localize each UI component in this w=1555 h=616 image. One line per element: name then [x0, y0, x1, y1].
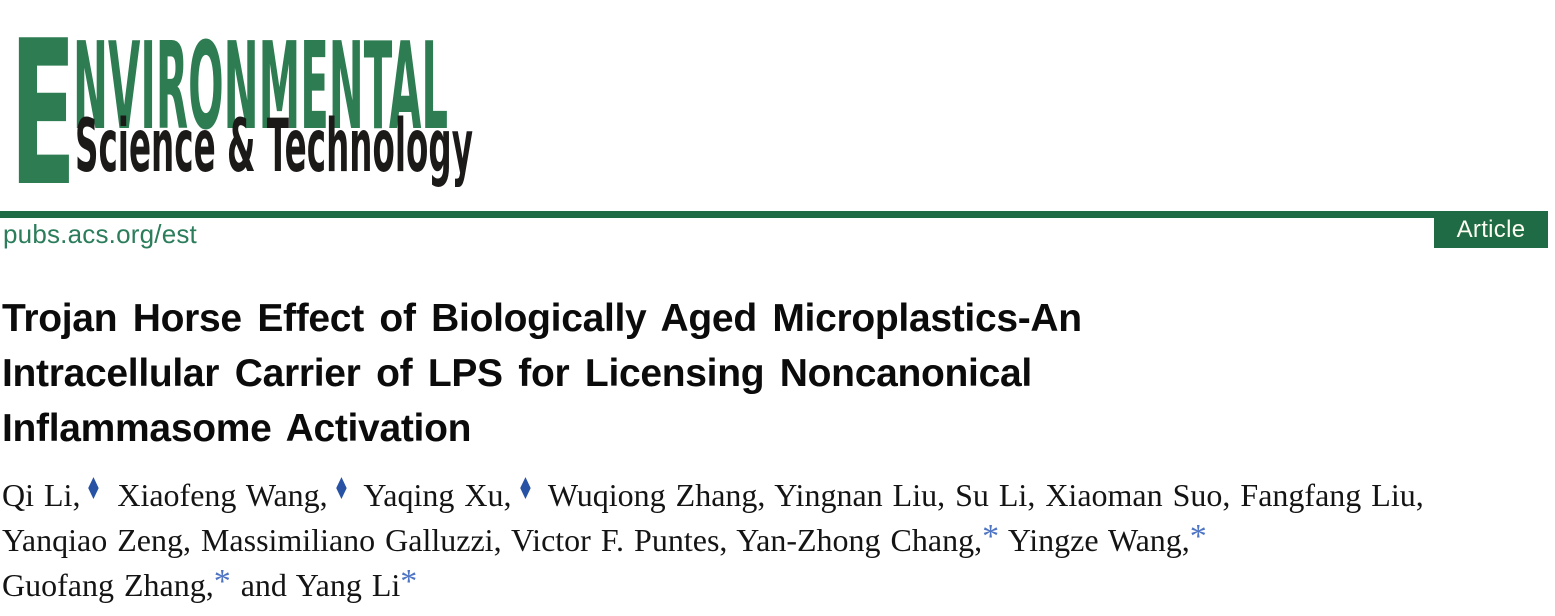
author-name: Guofang Zhang,: [2, 567, 214, 603]
author-name: Victor F. Puntes,: [501, 522, 728, 558]
journal-logo: E NVIRONMENTAL Science & Technology: [10, 28, 473, 200]
article-type-badge: Article: [1434, 211, 1548, 248]
author-name: Yanqiao Zeng,: [2, 522, 191, 558]
brand-initial: E: [10, 28, 76, 200]
author-line: Qi Li, ♦ Xiaofeng Wang, ♦ Yaqing Xu, ♦ Wuqi…: [2, 472, 1424, 514]
author-name: and Yang Li: [230, 567, 401, 603]
author-name: Yan-Zhong Chang,: [727, 522, 983, 558]
author-name: Qi Li,: [2, 477, 81, 513]
title-line: Intracellular Carrier of LPS for Licensi…: [2, 352, 1032, 395]
header-rule: [0, 211, 1548, 218]
author-line: Yanqiao Zeng, Massimiliano Galluzzi, Vic…: [2, 518, 1424, 563]
brand-rest: NVIRONMENTAL: [73, 28, 448, 157]
corresponding-author-marker: *: [1189, 518, 1207, 555]
corresponding-author-marker: *: [400, 563, 418, 600]
author-name: Wuqiong Zhang,: [538, 477, 766, 513]
journal-url-link[interactable]: pubs.acs.org/est: [3, 219, 197, 249]
title-line: Trojan Horse Effect of Biologically Aged…: [2, 297, 1082, 340]
author-name: Massimiliano Galluzzi,: [190, 522, 502, 558]
author-name: Su Li,: [945, 477, 1036, 513]
author-name: Xiaofeng Wang,: [107, 477, 328, 513]
author-name: Yingnan Liu,: [765, 477, 946, 513]
corresponding-author-marker: *: [982, 518, 1000, 555]
author-name: Xiaoman Suo,: [1035, 477, 1231, 513]
author-name: Fangfang Liu,: [1230, 477, 1424, 513]
corresponding-author-marker: *: [213, 563, 231, 600]
article-title: Trojan Horse Effect of Biologically Aged…: [2, 291, 1082, 456]
author-name: Yingze Wang,: [999, 522, 1190, 558]
title-line: Inflammasome Activation: [2, 407, 472, 450]
brand-subtitle: Science & Technology: [75, 104, 473, 189]
author-list: Qi Li, ♦ Xiaofeng Wang, ♦ Yaqing Xu, ♦ Wuqi…: [2, 473, 1424, 608]
author-name: Yaqing Xu,: [354, 477, 512, 513]
article-type-badge-label: Article: [1456, 215, 1526, 243]
author-line: Guofang Zhang,* and Yang Li*: [2, 563, 1424, 608]
